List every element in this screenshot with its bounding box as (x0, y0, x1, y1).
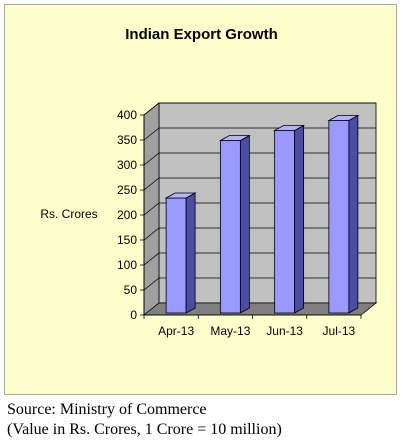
y-axis-label: Rs. Crores (40, 207, 97, 221)
source-note: Source: Ministry of Commerce (7, 401, 207, 418)
gridline (143, 102, 376, 116)
bar-top-Jul-13 (327, 115, 360, 121)
bar-Apr-13 (165, 197, 187, 314)
y-tick-label: 150 (117, 233, 137, 247)
chart-title: Indian Export Growth (125, 26, 278, 43)
bar-side-Apr-13 (185, 192, 196, 314)
x-tick-label: Apr-13 (158, 324, 194, 338)
bar-top-May-13 (218, 135, 251, 141)
bar-Jun-13 (274, 130, 296, 314)
bar-top-Apr-13 (164, 192, 197, 199)
bar-side-Jul-13 (348, 114, 359, 314)
y-tick-label: 350 (117, 133, 137, 147)
x-tick-label: May-13 (210, 324, 250, 338)
x-tick-label: Jul-13 (323, 324, 356, 338)
unit-note: (Value in Rs. Crores, 1 Crore = 10 milli… (7, 421, 282, 438)
bar-May-13 (219, 140, 241, 314)
x-tick-label: Jun-13 (266, 324, 303, 338)
y-tick-label: 50 (124, 283, 138, 297)
bar-side-May-13 (239, 134, 250, 314)
y-tick-label: 300 (117, 158, 137, 172)
y-tick-label: 0 (130, 308, 137, 322)
bar-Jul-13 (328, 120, 350, 314)
bar-top-Jun-13 (273, 125, 306, 131)
y-tick-label: 400 (117, 108, 137, 122)
bar-side-Jun-13 (294, 124, 305, 314)
y-tick-label: 250 (117, 183, 137, 197)
y-tick-label: 100 (117, 258, 137, 272)
y-tick-label: 200 (117, 208, 137, 222)
